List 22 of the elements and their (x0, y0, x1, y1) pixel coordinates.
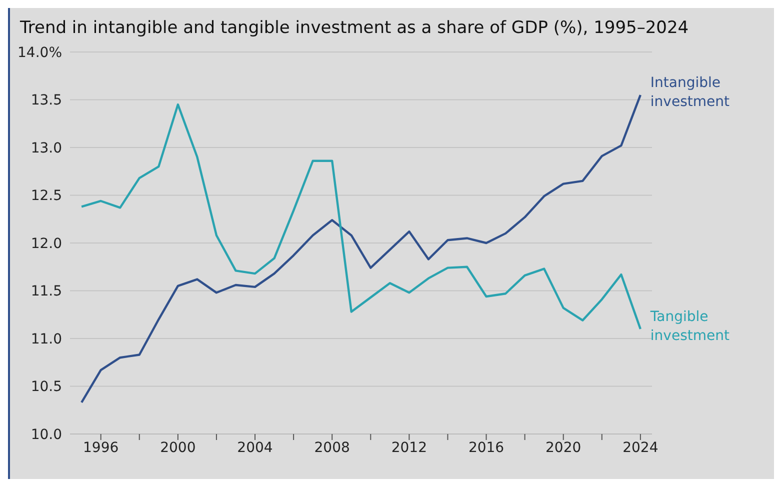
x-tick-label: 2012 (391, 440, 427, 456)
y-tick-label: 12.0 (30, 236, 62, 252)
y-tick-label: 14.0% (18, 44, 62, 61)
series-label: Intangible investment (650, 74, 730, 110)
x-tick-label: 2000 (160, 440, 196, 456)
y-tick-label: 10.5 (30, 379, 62, 396)
x-tick-label: 1996 (83, 440, 119, 456)
line-series (80, 103, 642, 330)
x-tick-label: 2004 (237, 440, 273, 456)
series-label: Tangible investment (649, 308, 730, 344)
y-tick-label: 11.5 (30, 284, 62, 300)
x-tick-label: 2008 (314, 440, 350, 456)
chart-title: Trend in intangible and tangible investment as a share of GDP (%), 1995–2024 (19, 17, 690, 38)
x-tick-label: 2020 (546, 440, 582, 456)
x-tick-label: 2016 (468, 440, 504, 456)
y-tick-label: 13.5 (30, 92, 62, 109)
y-tick-label: 10.0 (30, 426, 62, 443)
line-series (80, 94, 642, 404)
y-tick-label: 13.0 (30, 140, 62, 156)
y-tick-label: 11.0 (30, 331, 62, 348)
y-tick-label: 12.5 (30, 188, 62, 204)
x-tick-label: 2024 (622, 440, 658, 456)
